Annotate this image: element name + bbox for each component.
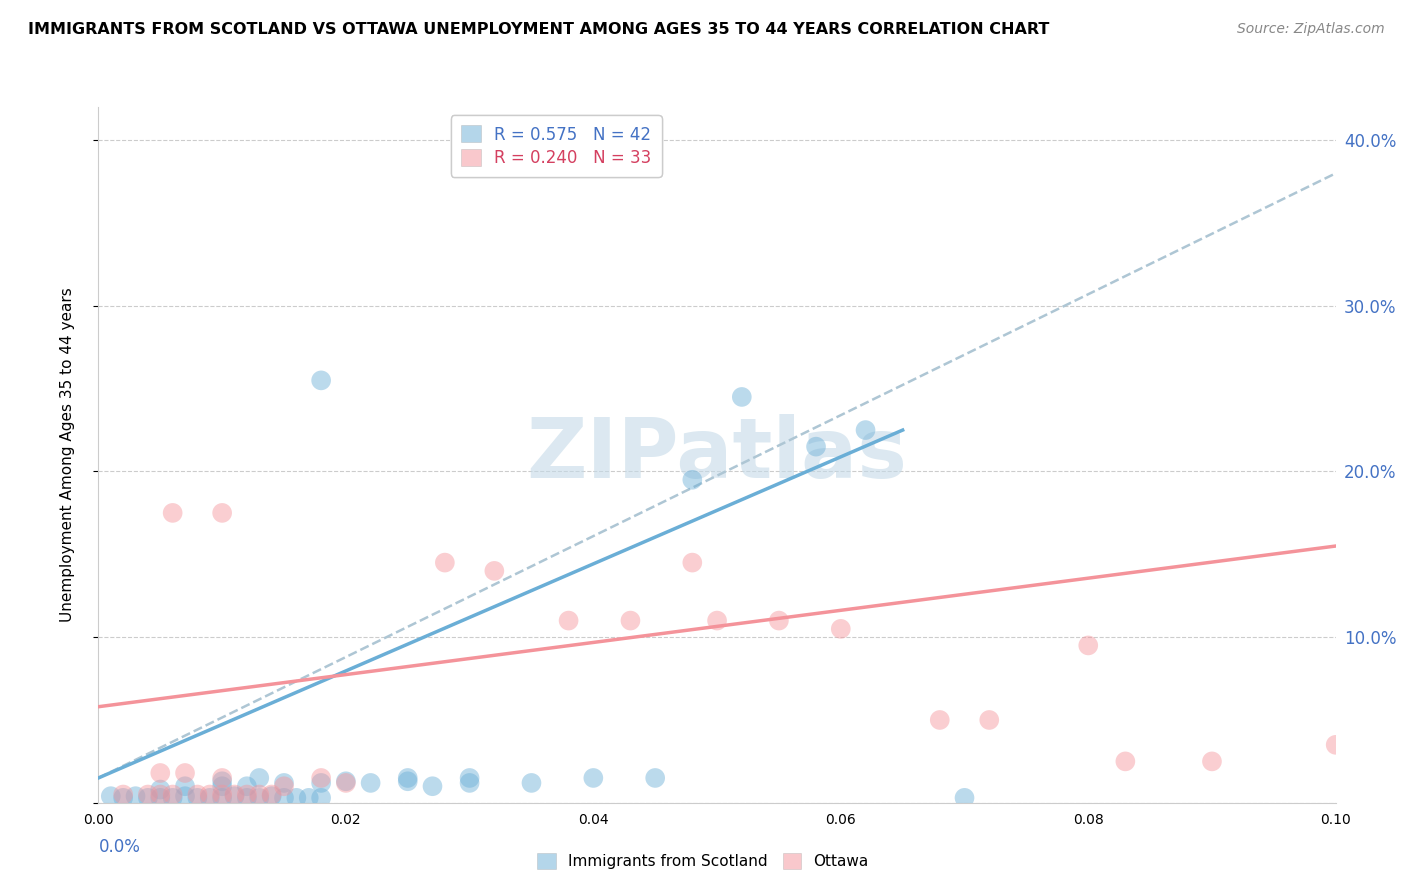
Point: [396, 771, 419, 785]
Point: [247, 771, 270, 785]
Point: [1077, 639, 1099, 653]
Point: [731, 390, 754, 404]
Point: [557, 614, 579, 628]
Point: [224, 788, 246, 802]
Point: [484, 564, 506, 578]
Text: IMMIGRANTS FROM SCOTLAND VS OTTAWA UNEMPLOYMENT AMONG AGES 35 TO 44 YEARS CORREL: IMMIGRANTS FROM SCOTLAND VS OTTAWA UNEMP…: [28, 22, 1049, 37]
Point: [211, 506, 233, 520]
Point: [681, 556, 703, 570]
Legend: R = 0.575   N = 42, R = 0.240   N = 33: R = 0.575 N = 42, R = 0.240 N = 33: [451, 115, 661, 177]
Point: [520, 776, 543, 790]
Point: [112, 790, 135, 805]
Point: [124, 789, 146, 804]
Text: 0.0%: 0.0%: [98, 838, 141, 855]
Point: [360, 776, 382, 790]
Point: [644, 771, 666, 785]
Legend: Immigrants from Scotland, Ottawa: Immigrants from Scotland, Ottawa: [531, 847, 875, 875]
Point: [211, 790, 233, 805]
Point: [236, 790, 259, 805]
Point: [681, 473, 703, 487]
Point: [706, 614, 728, 628]
Point: [582, 771, 605, 785]
Point: [458, 776, 481, 790]
Point: [224, 789, 246, 804]
Point: [149, 790, 172, 805]
Point: [162, 506, 184, 520]
Point: [136, 790, 159, 805]
Point: [174, 789, 197, 804]
Point: [953, 790, 976, 805]
Point: [285, 790, 308, 805]
Point: [174, 766, 197, 780]
Point: [112, 788, 135, 802]
Text: Source: ZipAtlas.com: Source: ZipAtlas.com: [1237, 22, 1385, 37]
Point: [273, 776, 295, 790]
Point: [433, 556, 456, 570]
Point: [162, 788, 184, 802]
Point: [830, 622, 852, 636]
Point: [149, 788, 172, 802]
Point: [1324, 738, 1347, 752]
Point: [298, 790, 321, 805]
Point: [247, 790, 270, 805]
Point: [273, 779, 295, 793]
Point: [928, 713, 950, 727]
Point: [211, 788, 233, 802]
Point: [198, 790, 221, 805]
Point: [198, 788, 221, 802]
Point: [979, 713, 1001, 727]
Point: [236, 779, 259, 793]
Point: [804, 440, 827, 454]
Point: [186, 790, 208, 805]
Point: [309, 373, 332, 387]
Point: [768, 614, 790, 628]
Point: [211, 774, 233, 789]
Point: [335, 774, 357, 789]
Point: [149, 766, 172, 780]
Point: [458, 771, 481, 785]
Point: [309, 790, 332, 805]
Y-axis label: Unemployment Among Ages 35 to 44 years: Unemployment Among Ages 35 to 44 years: [60, 287, 75, 623]
Point: [309, 771, 332, 785]
Point: [186, 788, 208, 802]
Point: [211, 779, 233, 793]
Point: [211, 771, 233, 785]
Point: [174, 779, 197, 793]
Point: [422, 779, 444, 793]
Point: [236, 788, 259, 802]
Point: [260, 788, 283, 802]
Point: [1114, 755, 1136, 769]
Point: [273, 790, 295, 805]
Point: [100, 789, 122, 804]
Point: [396, 774, 419, 789]
Point: [855, 423, 877, 437]
Text: ZIPatlas: ZIPatlas: [527, 415, 907, 495]
Point: [309, 776, 332, 790]
Point: [260, 789, 283, 804]
Point: [335, 776, 357, 790]
Point: [1201, 755, 1223, 769]
Point: [247, 788, 270, 802]
Point: [136, 788, 159, 802]
Point: [619, 614, 641, 628]
Point: [149, 782, 172, 797]
Point: [162, 790, 184, 805]
